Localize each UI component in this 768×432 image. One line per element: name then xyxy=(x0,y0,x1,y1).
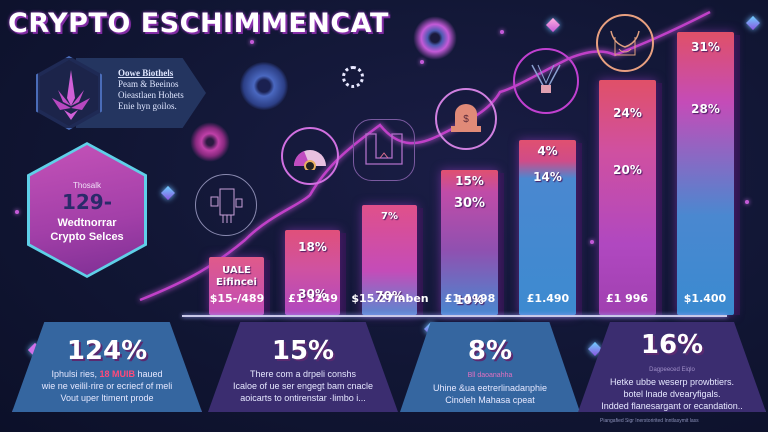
circuit-chip-icon xyxy=(195,174,257,236)
banner-line: Enie hyn goilos. xyxy=(118,101,177,111)
bar-label: 7% xyxy=(381,211,398,222)
card-line: Iphulsi ries, xyxy=(51,369,100,379)
star-decoration xyxy=(745,200,749,204)
card-text: Dagpeeced Eiqlo Hetke ubbe weserp prowbt… xyxy=(578,362,766,412)
card-text: Iphulsi ries, 18 MUIB haued wie ne veili… xyxy=(12,368,202,404)
bar-label: 4% xyxy=(537,144,558,158)
card-value: 124% xyxy=(66,336,148,366)
x-tick: £1 996 xyxy=(605,292,649,305)
bar-6: 24% 20% xyxy=(599,80,662,315)
bull-horns-icon xyxy=(596,14,654,72)
stat-card-1: 124% Iphulsi ries, 18 MUIB haued wie ne … xyxy=(12,322,202,412)
bar-label: 31% xyxy=(691,40,720,54)
burst-icon xyxy=(240,62,288,110)
bar-label: 10% xyxy=(455,293,484,307)
bar-label: 15% xyxy=(455,174,484,188)
bar-label: UALE Eifincei xyxy=(216,265,257,288)
star-decoration xyxy=(250,40,254,44)
banner-heading: Oowe Biothels xyxy=(118,68,174,78)
bar-label: 28% xyxy=(691,102,720,116)
hex-line2: Crypto Selces xyxy=(50,231,124,243)
card-line: aoicarts to ontirenstar ·limbo i... xyxy=(240,393,366,403)
card-line: Cinoleh Mahasa cpeat xyxy=(445,395,535,405)
card-text: There com a drpeli conshs Icaloe of ue s… xyxy=(208,368,398,404)
bar-label: 14% xyxy=(533,170,562,184)
star-decoration xyxy=(500,30,504,34)
gauge-icon xyxy=(281,127,339,185)
card-line: Indded flanesargant or ecandation.. xyxy=(601,401,743,411)
stat-card-4: 16% Dagpeeced Eiqlo Hetke ubbe weserp pr… xyxy=(578,322,766,412)
page-title: CRYPTO ESCHIMMENCAT xyxy=(8,8,389,39)
x-tick: $15-/489 xyxy=(209,292,265,305)
card-line: Dagpeeced Eiqlo xyxy=(649,367,695,373)
card-line: Bll daoanahha xyxy=(467,372,513,379)
hex-value: 129- xyxy=(61,190,113,214)
card-line: Hetke ubbe weserp prowbtiers. xyxy=(609,377,735,387)
card-line: haued xyxy=(135,369,163,379)
card-line: Icaloe of ue ser engegt bam cnacle xyxy=(232,381,374,391)
bar-label: 18% xyxy=(298,240,327,254)
card-line: Vout uper ltiment prode xyxy=(60,393,154,403)
banner-text: Oowe Biothels Peam & Beeinos Oieastlaen … xyxy=(118,68,184,112)
bar-label: 30% xyxy=(298,287,327,301)
bar-label: 30% xyxy=(453,196,486,211)
stat-hex-badge: Thosalk 129- Wedtnorrar Crypto Selces xyxy=(27,142,147,278)
antenna-icon xyxy=(513,48,579,114)
card-highlight: 18 MUIB xyxy=(99,369,135,379)
bar-1: UALE Eifincei xyxy=(209,257,270,315)
bar-7: 31% 28% xyxy=(677,32,740,315)
stat-card-2: 15% There com a drpeli conshs Icaloe of … xyxy=(208,322,398,412)
x-tick: £1 3249 xyxy=(288,292,338,305)
burst-icon xyxy=(342,66,364,88)
x-tick: £1-1198 xyxy=(444,292,496,305)
card-value: 16% xyxy=(640,330,704,360)
bar-3: 7% 70% xyxy=(362,205,423,315)
star-decoration xyxy=(590,240,594,244)
banner-line: Oieastlaen Hohets xyxy=(118,90,184,100)
server-stamp-icon: $ xyxy=(435,88,497,150)
bar-4: 15% 30% 10% xyxy=(441,170,504,315)
bar-label: 24% xyxy=(613,106,642,120)
card-value: 8% xyxy=(467,336,513,366)
burst-icon xyxy=(190,122,230,162)
lotus-flower-icon xyxy=(52,70,90,120)
x-tick: £1.490 xyxy=(526,292,570,305)
castle-icon xyxy=(353,119,415,181)
svg-text:$: $ xyxy=(463,114,469,125)
card-value: 15% xyxy=(271,336,335,366)
card-line: botel lnade dvearyfigals. xyxy=(623,389,721,399)
banner-line: Peam & Beeinos xyxy=(118,79,179,89)
info-banner: Oowe Biothels Peam & Beeinos Oieastlaen … xyxy=(36,56,206,130)
hex-label: Thosalk xyxy=(72,181,101,190)
card-text: Bll daoanahha Uhine &ua eetrerlinadanphi… xyxy=(400,368,580,406)
x-axis xyxy=(182,315,727,317)
card-line: Uhine &ua eetrerlinadanphie xyxy=(432,383,548,393)
bar-5: 4% 14% xyxy=(519,140,582,315)
footnote: Piangafied Sigr Inerstoririted Inntlasym… xyxy=(600,418,699,424)
bar-label: 20% xyxy=(613,163,642,177)
burst-icon xyxy=(413,16,457,60)
star-decoration xyxy=(15,210,19,214)
x-tick: $1.400 xyxy=(683,292,727,305)
bar-2: 18% 30% xyxy=(285,230,346,315)
star-decoration xyxy=(420,60,424,64)
card-line: wie ne veilil·rire or ecriecf of meli xyxy=(41,381,173,391)
x-tick: $15.27inben xyxy=(351,292,429,305)
lotus-badge xyxy=(36,56,102,130)
hex-line1: Wedtnorrar xyxy=(57,217,117,229)
bar-label: 70% xyxy=(375,289,404,303)
card-line: There com a drpeli conshs xyxy=(249,369,357,379)
stat-card-3: 8% Bll daoanahha Uhine &ua eetrerlinadan… xyxy=(400,322,580,412)
